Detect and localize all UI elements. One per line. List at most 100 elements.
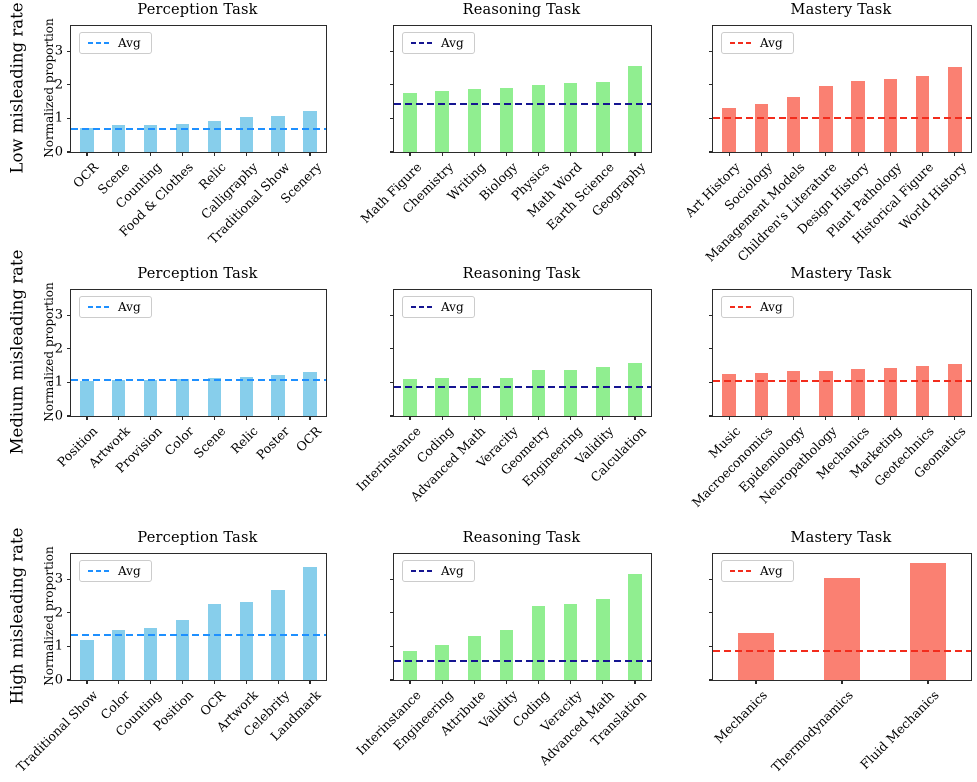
x-tick-mark xyxy=(793,152,795,156)
y-tick-mark xyxy=(390,314,394,316)
chart-medium-mastery: Mastery Task Avg Music Macroeconomics Epid… xyxy=(660,258,977,516)
legend-label: Avg xyxy=(118,564,141,578)
bar xyxy=(80,380,94,416)
y-tick-mark xyxy=(390,348,394,350)
row-label: Medium misleading rate xyxy=(7,249,27,455)
bar xyxy=(175,619,190,680)
x-tick-mark xyxy=(954,152,956,156)
y-tick-mark xyxy=(67,679,71,681)
chart-title: Mastery Task xyxy=(790,2,892,18)
plot-area: Avg xyxy=(709,553,972,684)
legend-label: Avg xyxy=(760,564,783,578)
legend-label: Avg xyxy=(441,36,464,50)
plot-area: Avg 0 1 2 3 xyxy=(55,553,327,687)
bar xyxy=(143,124,158,152)
avg-line xyxy=(394,103,651,105)
bar xyxy=(499,87,514,152)
chart-title: Mastery Task xyxy=(790,266,892,282)
x-tick-mark xyxy=(505,416,508,420)
avg-line xyxy=(713,380,971,383)
x-tick-mark xyxy=(86,680,88,684)
avg-line xyxy=(713,650,971,653)
plot-area: Avg xyxy=(390,553,652,684)
x-tick-mark xyxy=(570,680,572,684)
x-tick-mark xyxy=(245,416,247,420)
x-tick-mark xyxy=(922,416,924,420)
bar xyxy=(499,629,514,680)
bar xyxy=(851,368,865,416)
bar xyxy=(239,602,253,680)
y-tick-mark xyxy=(67,348,71,350)
x-tick-mark xyxy=(441,680,443,684)
x-tick-mark xyxy=(857,152,859,156)
chart-title: Reasoning Task xyxy=(462,266,581,282)
x-tick-label: Poster xyxy=(253,423,293,463)
y-tick-mark xyxy=(709,117,713,119)
x-tick-mark xyxy=(309,680,311,684)
x-axis-labels: Position Artwork Provision Color Scene Relic P… xyxy=(55,418,325,518)
legend-label: Avg xyxy=(441,300,464,314)
x-tick-mark xyxy=(922,152,924,156)
y-tick-mark xyxy=(67,151,71,153)
x-tick-mark xyxy=(409,416,411,420)
y-tick-mark xyxy=(390,50,394,52)
legend: Avg xyxy=(721,32,794,54)
bar xyxy=(403,379,417,416)
bar xyxy=(722,108,736,152)
y-tick-mark xyxy=(709,151,713,153)
y-tick-label: 3 xyxy=(54,43,63,59)
y-tick-mark xyxy=(709,612,713,614)
x-tick-label: Mechanics xyxy=(711,687,770,747)
x-tick-mark xyxy=(537,680,540,684)
x-tick-mark xyxy=(793,416,795,420)
chart-title: Perception Task xyxy=(137,530,258,546)
bar xyxy=(467,636,482,680)
y-tick-mark xyxy=(390,578,394,580)
avg-dash-icon xyxy=(411,306,433,308)
x-tick-mark xyxy=(277,152,279,156)
y-tick-mark xyxy=(709,415,713,417)
bar xyxy=(207,377,222,416)
bar xyxy=(175,379,190,416)
y-tick-mark xyxy=(390,645,394,647)
x-tick-mark xyxy=(118,680,120,684)
y-tick-mark xyxy=(709,645,713,647)
legend: Avg xyxy=(79,32,152,54)
x-tick-mark xyxy=(634,152,636,156)
y-tick-mark xyxy=(67,50,71,52)
bar xyxy=(435,378,449,416)
legend: Avg xyxy=(402,296,475,318)
bar xyxy=(883,367,898,416)
bar xyxy=(563,369,578,416)
avg-dash-icon xyxy=(88,570,110,572)
chart-title: Perception Task xyxy=(137,2,258,18)
chart-low-reasoning: Reasoning Task Avg Math Figure Chemistry W… xyxy=(330,0,660,258)
x-tick-mark xyxy=(841,680,843,684)
y-tick-mark xyxy=(390,117,394,119)
bar xyxy=(175,124,190,152)
x-tick-mark xyxy=(473,416,475,420)
y-tick-mark xyxy=(390,415,394,417)
x-tick-mark xyxy=(213,152,216,156)
chart-low-perception: Low misleading rate Normalized proportio… xyxy=(0,0,330,258)
legend: Avg xyxy=(402,32,475,54)
avg-line xyxy=(713,117,971,120)
bar xyxy=(563,83,578,152)
legend: Avg xyxy=(79,296,152,318)
chart-high-reasoning: Reasoning Task Avg Interinstance Engineer… xyxy=(330,516,660,774)
x-tick-mark xyxy=(889,152,891,156)
y-tick-mark xyxy=(390,84,394,86)
y-tick-mark xyxy=(709,50,713,52)
bar xyxy=(786,96,801,152)
x-tick-mark xyxy=(441,152,443,156)
bar xyxy=(819,370,833,416)
x-tick-mark xyxy=(245,152,247,156)
x-tick-mark xyxy=(181,680,184,684)
bar xyxy=(207,121,222,152)
x-tick-mark xyxy=(728,152,730,156)
x-tick-mark xyxy=(245,680,247,684)
x-tick-mark xyxy=(473,152,475,156)
x-tick-label: Thermodynamics xyxy=(768,687,856,775)
x-tick-label: OCR xyxy=(292,423,324,455)
bar xyxy=(596,598,610,680)
